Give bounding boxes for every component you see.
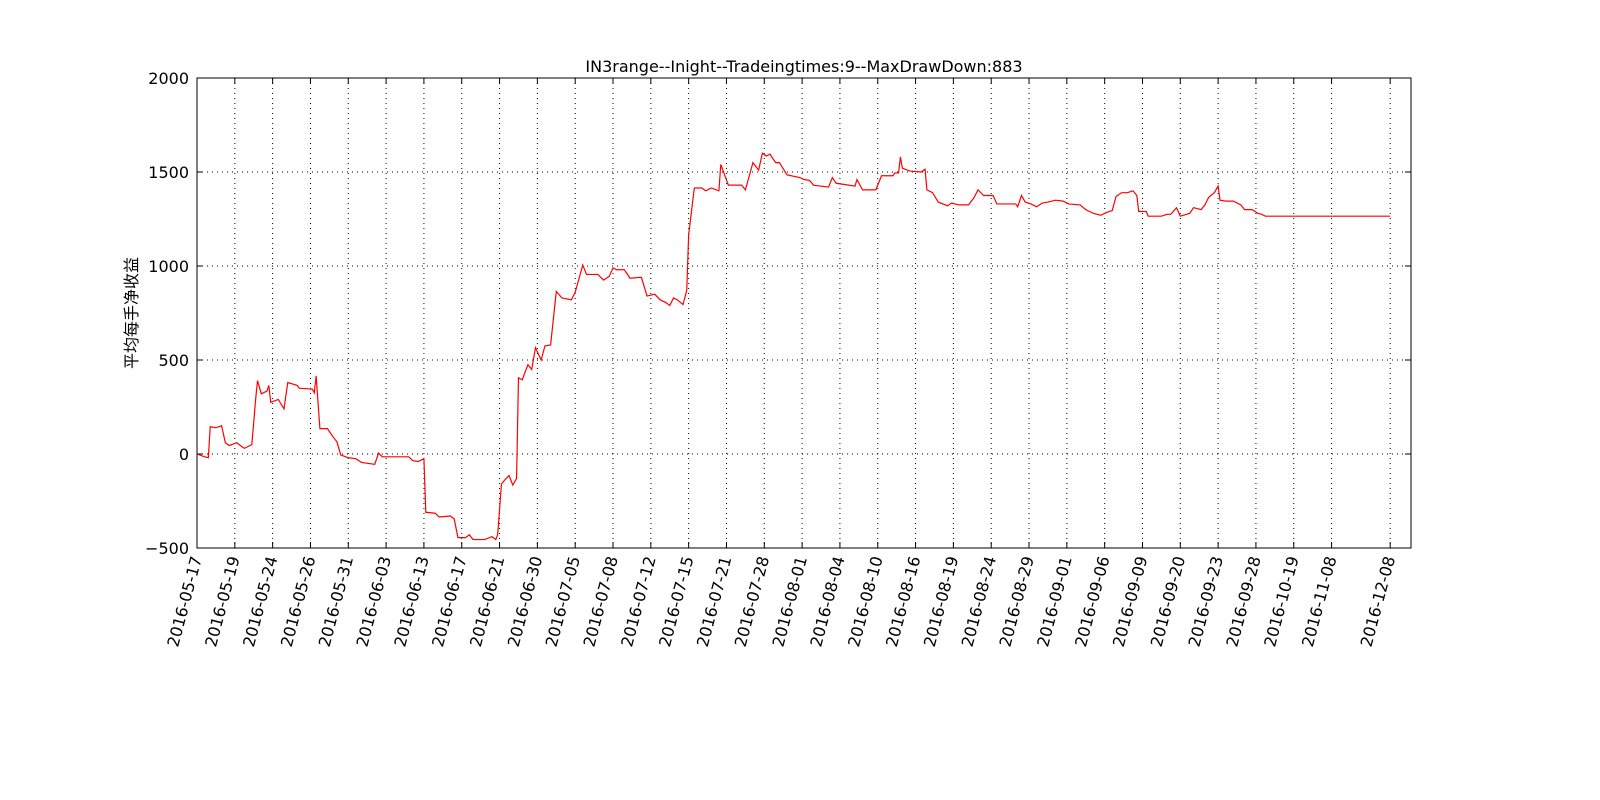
- x-tick-label: 2016-08-10: [844, 554, 886, 649]
- y-tick-label: 1500: [148, 163, 189, 182]
- x-tick-label: 2016-05-19: [201, 554, 243, 649]
- x-tick-label: 2016-09-01: [1033, 554, 1075, 649]
- y-tick-label: 2000: [148, 69, 189, 88]
- y-tick-label: −500: [145, 539, 189, 558]
- x-tick-label: 2016-09-09: [1109, 554, 1151, 649]
- chart-title: IN3range--Inight--Tradeingtimes:9--MaxDr…: [585, 57, 1022, 76]
- x-tick-label: 2016-05-26: [277, 554, 319, 649]
- x-tick-label: 2016-06-21: [466, 554, 508, 649]
- plot-frame: [196, 77, 1412, 549]
- y-tick-label: 0: [179, 445, 189, 464]
- x-tick-label: 2016-08-24: [958, 554, 1000, 649]
- x-tick-label: 2016-09-28: [1222, 554, 1264, 649]
- x-tick-label: 2016-07-08: [579, 554, 621, 649]
- data-line: [196, 152, 1391, 541]
- x-tick-label: 2016-07-12: [617, 554, 659, 649]
- x-tick-label: 2016-10-19: [1260, 554, 1302, 649]
- x-tick-label: 2016-05-31: [315, 554, 357, 649]
- x-tick-label: 2016-06-17: [428, 554, 470, 649]
- x-tick-label: 2016-07-05: [542, 554, 584, 649]
- y-tick-label: 1000: [148, 257, 189, 276]
- x-tick-label: 2016-07-15: [655, 554, 697, 649]
- y-tick-label: 500: [158, 351, 189, 370]
- x-tick-label: 2016-09-06: [1071, 554, 1113, 649]
- x-tick-label: 2016-12-08: [1357, 554, 1399, 649]
- x-tick-label: 2016-08-16: [882, 554, 924, 649]
- x-tick-label: 2016-07-28: [731, 554, 773, 649]
- x-tick-label: 2016-08-01: [769, 554, 811, 649]
- x-tick-label: 2016-05-17: [163, 554, 205, 649]
- x-tick-label: 2016-07-21: [693, 554, 735, 649]
- x-tick-label: 2016-06-03: [353, 554, 395, 649]
- x-tick-label: 2016-08-29: [995, 554, 1037, 649]
- x-tick-label: 2016-08-19: [920, 554, 962, 649]
- y-axis-label: 平均每手净收益: [122, 257, 141, 369]
- x-tick-label: 2016-11-08: [1298, 554, 1340, 649]
- x-tick-label: 2016-06-13: [390, 554, 432, 649]
- x-tick-label: 2016-05-24: [239, 554, 281, 649]
- x-tick-label: 2016-09-23: [1185, 554, 1227, 649]
- x-tick-label: 2016-08-04: [806, 554, 848, 649]
- x-tick-label: 2016-06-30: [504, 554, 546, 649]
- x-tick-label: 2016-09-20: [1147, 554, 1189, 649]
